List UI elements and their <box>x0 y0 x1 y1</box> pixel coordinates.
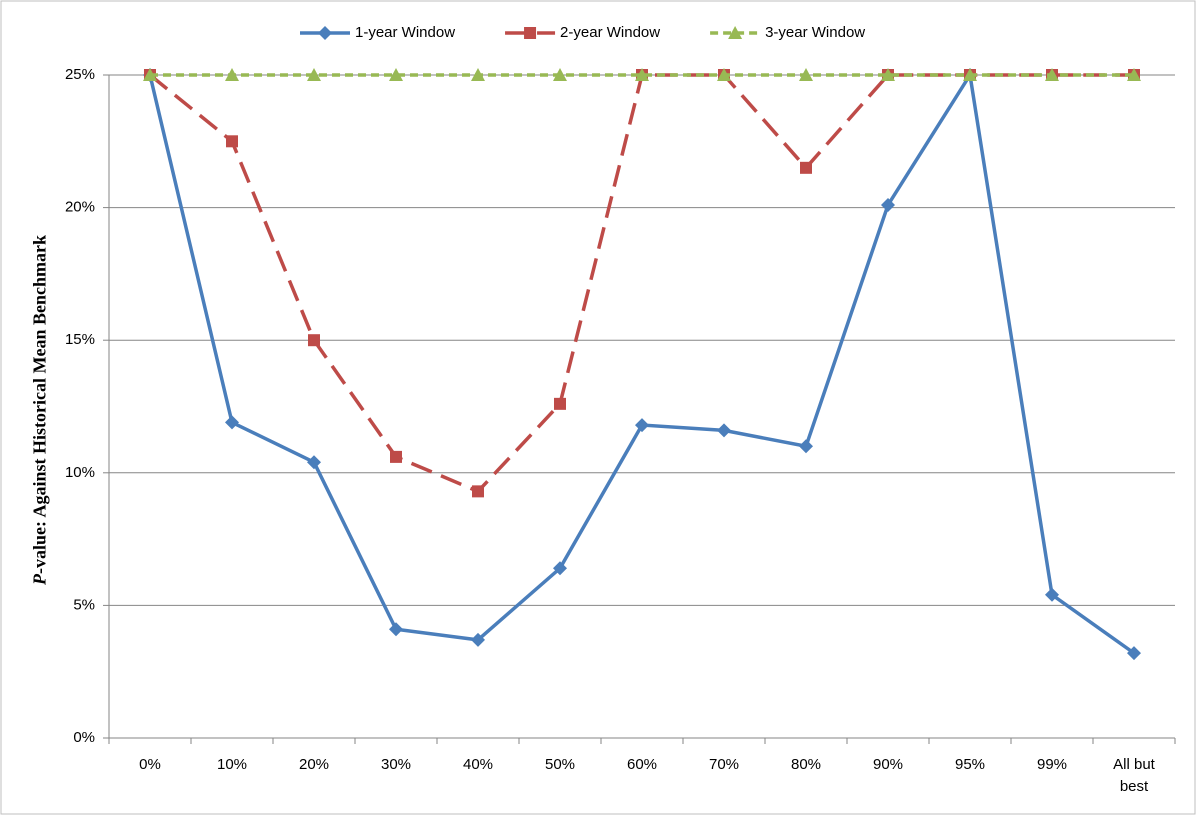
marker <box>881 68 895 81</box>
x-tick-label: 95% <box>954 756 986 773</box>
marker <box>554 397 566 410</box>
marker <box>471 68 485 81</box>
marker <box>390 450 402 463</box>
marker <box>717 423 731 438</box>
marker <box>717 68 731 81</box>
x-tick-label: 30% <box>380 756 412 773</box>
marker <box>524 27 537 39</box>
y-tick-label: 10% <box>65 464 95 481</box>
legend-label: 1-year Window <box>355 24 455 41</box>
x-tick-label-box: 70% <box>708 756 740 773</box>
marker <box>799 68 813 81</box>
marker <box>799 439 813 454</box>
marker <box>635 68 649 81</box>
x-tick-label-box: All but best <box>1113 756 1155 795</box>
marker <box>471 632 485 647</box>
marker <box>143 68 157 81</box>
x-tick-label-box: 90% <box>872 756 904 773</box>
x-tick-label-box: 50% <box>544 756 576 773</box>
marker <box>225 415 239 430</box>
x-tick-label-box: 99% <box>1036 756 1068 773</box>
legend-label: 2-year Window <box>560 24 660 41</box>
x-tick-label: 40% <box>462 756 494 773</box>
x-tick-label-box: 20% <box>298 756 330 773</box>
x-tick-label: 99% <box>1036 756 1068 773</box>
marker <box>389 622 403 637</box>
marker <box>226 135 238 148</box>
marker <box>225 68 239 81</box>
marker <box>553 561 567 576</box>
x-tick-label-box: 80% <box>790 756 822 773</box>
marker <box>728 26 743 39</box>
marker <box>308 334 320 347</box>
marker <box>1045 68 1059 81</box>
marker <box>963 68 977 81</box>
x-tick-label: 60% <box>626 756 658 773</box>
marker <box>318 26 332 40</box>
y-axis-title: P-value: Against Historical Mean Benchma… <box>29 235 50 585</box>
x-tick-label-box: 60% <box>626 756 658 773</box>
marker <box>553 68 567 81</box>
marker <box>635 418 649 433</box>
x-tick-label: 0% <box>139 756 161 773</box>
marker <box>307 455 321 470</box>
y-tick-label: 25% <box>65 66 95 83</box>
x-tick-label-box: 30% <box>380 756 412 773</box>
marker <box>1045 587 1059 602</box>
y-tick-label: 0% <box>73 729 95 746</box>
x-tick-label-box: 10% <box>216 756 248 773</box>
marker <box>307 68 321 81</box>
series-line <box>148 70 1136 655</box>
y-tick-label: 20% <box>65 199 95 216</box>
marker <box>389 68 403 81</box>
x-tick-label-box: 95% <box>954 756 986 773</box>
x-tick-label-box: 0% <box>139 756 161 773</box>
x-tick-label: 70% <box>708 756 740 773</box>
legend-label: 3-year Window <box>765 24 865 41</box>
marker <box>800 161 812 174</box>
y-tick-label: 5% <box>73 596 95 613</box>
marker <box>881 197 895 212</box>
y-tick-label: 15% <box>65 331 95 348</box>
marker <box>1127 68 1141 81</box>
x-tick-label: 10% <box>216 756 248 773</box>
x-tick-label: All but best <box>1113 756 1155 795</box>
marker <box>472 485 484 498</box>
marker <box>1127 646 1141 661</box>
x-tick-label: 20% <box>298 756 330 773</box>
x-tick-label-box: 40% <box>462 756 494 773</box>
x-tick-label: 50% <box>544 756 576 773</box>
x-tick-label: 80% <box>790 756 822 773</box>
x-tick-label: 90% <box>872 756 904 773</box>
